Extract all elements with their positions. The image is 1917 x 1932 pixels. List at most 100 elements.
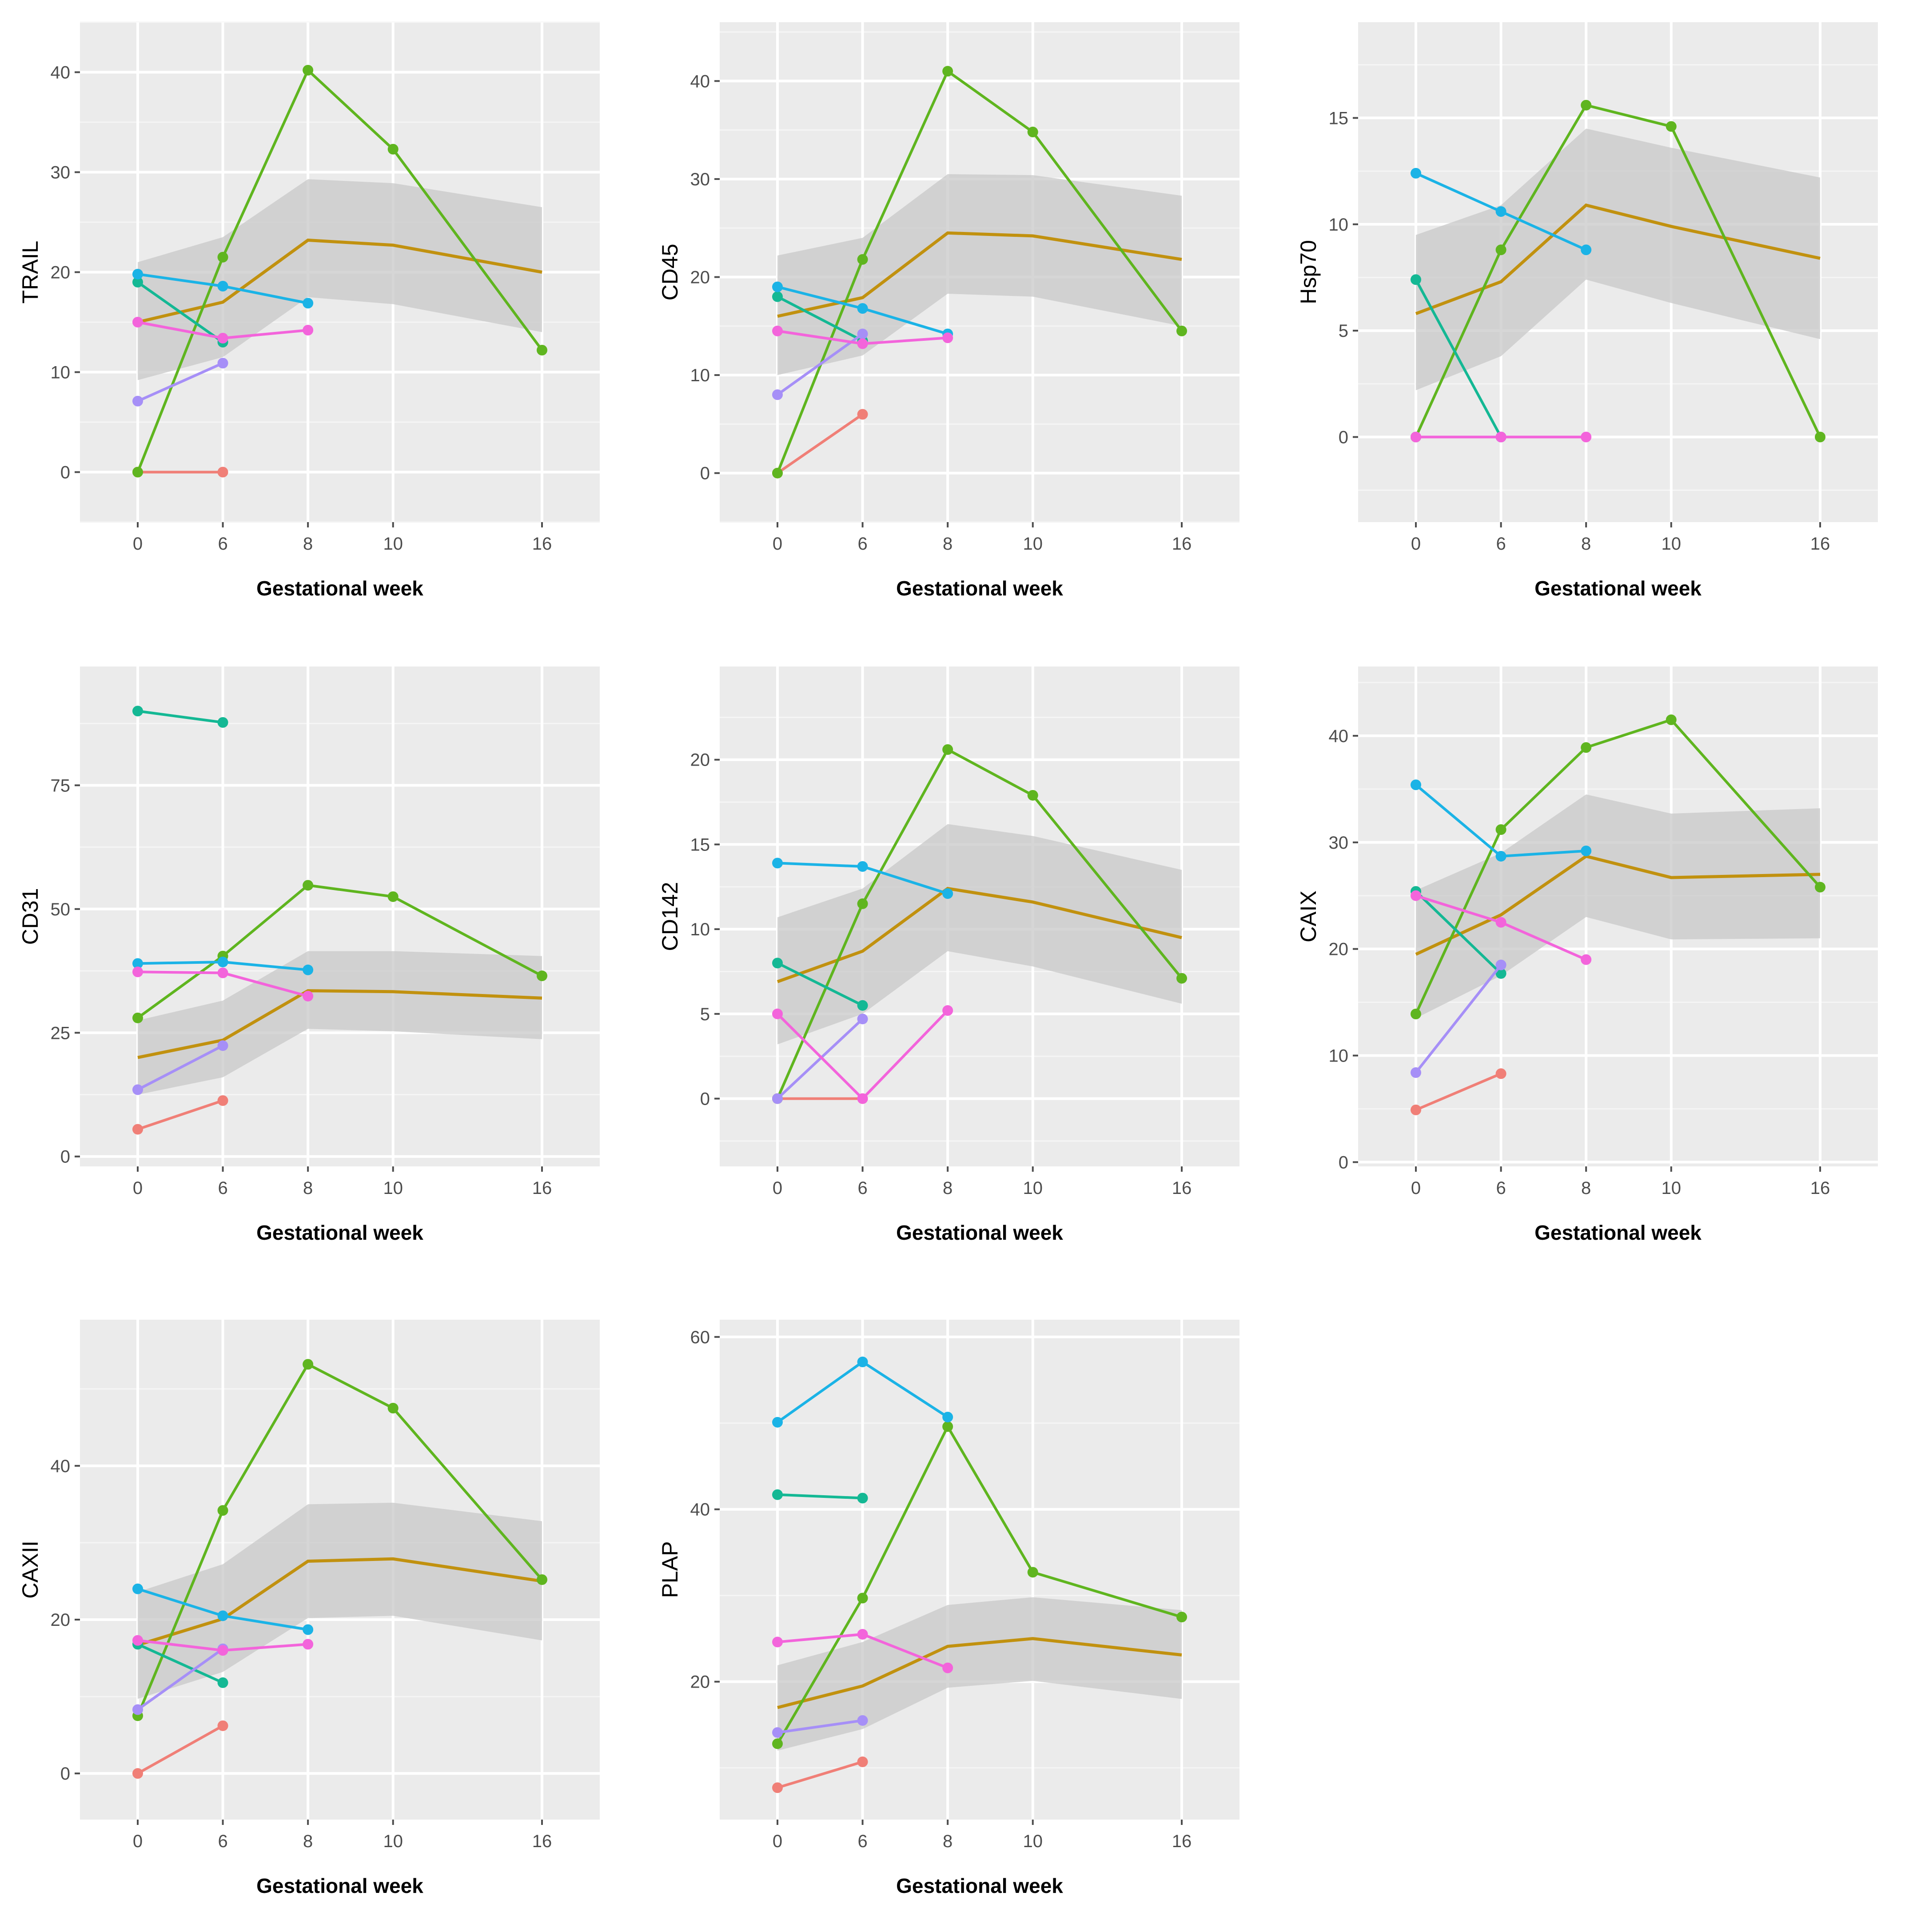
- caix-x-tick-label: 0: [1411, 1178, 1421, 1198]
- caix-x-axis-title: Gestational week: [1534, 1221, 1702, 1244]
- hsp70-x-tick-label: 10: [1661, 534, 1681, 554]
- cd142-x-tick-label: 8: [943, 1178, 953, 1198]
- cd45-mean-trend-line: [777, 231, 1182, 318]
- caix-patient-5-point: [1411, 1067, 1421, 1078]
- hsp70-patient-6-point: [1495, 431, 1506, 443]
- trail-x-axis-title: Gestational week: [256, 577, 423, 600]
- caix-x-tick-label: 8: [1581, 1178, 1591, 1198]
- plap-y-tick-label: 40: [690, 1500, 710, 1520]
- cd31-y-tick-label: 25: [51, 1023, 71, 1043]
- plap-patient-5-point: [857, 1715, 868, 1726]
- plap-patient-2-point: [1027, 1567, 1038, 1578]
- plap-patient-6-point: [857, 1629, 868, 1640]
- trail-x-tick-label: 16: [532, 534, 552, 554]
- hsp70-patient-2-point: [1666, 121, 1677, 132]
- hsp70-patient-2-point: [1581, 100, 1592, 111]
- cd45-x-tick-label: 6: [857, 534, 867, 554]
- caxii-x-tick-label: 0: [133, 1832, 143, 1851]
- chart-panel-cd142: 0 5 10 15 20 0 6 8 10 16 Gestational week CD142: [658, 667, 1239, 1244]
- plap-mean-trend-line: [777, 1637, 1182, 1709]
- caix-patient-6-point: [1411, 890, 1421, 901]
- cd45-x-tick-label: 0: [773, 534, 782, 554]
- cd31-patient-4-point: [303, 964, 314, 975]
- caix-patient-1-point: [1411, 1104, 1421, 1115]
- caxii-patient-4-point: [132, 1583, 143, 1594]
- trail-patient-4-point: [132, 269, 143, 279]
- plap-patient-2-point: [772, 1738, 783, 1749]
- cd31-patient-2-point: [537, 970, 547, 982]
- cd31-mean-trend-line: [137, 989, 542, 1059]
- cd45-y-tick-label: 20: [690, 268, 710, 287]
- caxii-patient-6-point: [132, 1635, 143, 1646]
- caix-y-tick-label: 30: [1329, 833, 1349, 853]
- cd142-x-tick-label: 10: [1023, 1178, 1043, 1198]
- plap-patient-1-point: [857, 1756, 868, 1768]
- cd45-patient-6-point: [772, 325, 783, 336]
- cd142-patient-5-line: [776, 1018, 864, 1100]
- cd31-patient-3-line: [137, 710, 223, 724]
- trail-y-tick-label: 30: [51, 163, 71, 183]
- cd45-patient-1-line: [777, 413, 864, 475]
- caxii-patient-6-point: [217, 1645, 228, 1656]
- trail-patient-6-point: [303, 325, 314, 335]
- cd31-y-tick-label: 0: [60, 1147, 70, 1167]
- trail-patient-1-point: [217, 467, 228, 478]
- caix-patient-6-point: [1495, 917, 1506, 928]
- plap-x-tick-label: 16: [1172, 1832, 1192, 1851]
- cd142-y-tick-label: 15: [690, 835, 710, 854]
- cd31-confidence-band: [138, 951, 542, 1095]
- caix-patient-5-line: [1415, 964, 1502, 1074]
- caix-patient-1-point: [1495, 1068, 1506, 1079]
- caix-patient-3-point: [1495, 968, 1506, 979]
- cd45-y-tick-label: 40: [690, 72, 710, 91]
- hsp70-y-axis-title: Hsp70: [1296, 240, 1321, 304]
- cd142-patient-6-point: [942, 1005, 953, 1016]
- cd142-patient-5-point: [772, 1093, 783, 1104]
- hsp70-patient-3-line: [1415, 279, 1503, 438]
- cd142-x-tick-label: 16: [1172, 1178, 1192, 1198]
- caix-patient-3-line: [1415, 890, 1502, 974]
- caxii-y-tick-label: 20: [51, 1610, 71, 1630]
- cd31-x-tick-label: 0: [133, 1178, 143, 1198]
- cd31-patient-1-point: [217, 1095, 228, 1106]
- caix-patient-4-point: [1411, 779, 1421, 790]
- cd31-x-tick-label: 10: [383, 1178, 403, 1198]
- caxii-x-tick-label: 10: [383, 1832, 403, 1851]
- cd142-patient-2-point: [1176, 973, 1187, 984]
- caix-y-tick-label: 40: [1329, 726, 1349, 746]
- caix-y-tick-label: 10: [1329, 1046, 1349, 1066]
- caix-patient-2-point: [1666, 714, 1677, 725]
- plap-patient-1-line: [777, 1760, 863, 1789]
- caix-y-tick-label: 0: [1339, 1153, 1348, 1172]
- plap-patient-6-point: [772, 1637, 783, 1648]
- chart-panel-trail: 0 10 20 30 40 0 6 8 10 16 Gestational week TRAIL: [18, 21, 600, 600]
- cd142-patient-6-point: [772, 1008, 783, 1019]
- plap-x-axis-title: Gestational week: [896, 1874, 1063, 1897]
- plap-patient-2-point: [942, 1421, 953, 1432]
- cd142-x-tick-label: 6: [857, 1178, 867, 1198]
- cd45-patient-1-point: [857, 409, 868, 420]
- plap-patient-3-point: [857, 1493, 868, 1504]
- cd45-patient-2-point: [857, 254, 868, 265]
- trail-patient-3-line: [137, 281, 224, 343]
- cd45-x-tick-label: 16: [1172, 534, 1192, 554]
- hsp70-patient-4-point: [1495, 206, 1506, 217]
- trail-patient-4-point: [217, 281, 228, 291]
- cd142-patient-2-point: [857, 898, 868, 909]
- hsp70-x-axis-title: Gestational week: [1534, 577, 1702, 600]
- caix-x-tick-label: 10: [1661, 1178, 1681, 1198]
- cd31-patient-5-point: [132, 1084, 143, 1095]
- cd31-x-tick-label: 8: [303, 1178, 313, 1198]
- caxii-patient-4-point: [217, 1610, 228, 1621]
- hsp70-patient-2-point: [1815, 431, 1825, 443]
- caxii-patient-6-point: [303, 1639, 314, 1650]
- cd142-patient-5-point: [857, 1014, 868, 1025]
- caxii-patient-5-line: [137, 1648, 224, 1711]
- hsp70-y-tick-label: 5: [1339, 321, 1348, 341]
- plap-patient-3-line: [777, 1493, 863, 1500]
- caxii-x-tick-label: 8: [303, 1832, 313, 1851]
- cd31-y-tick-label: 75: [51, 776, 71, 795]
- hsp70-patient-4-point: [1411, 168, 1421, 179]
- caxii-y-tick-label: 0: [60, 1764, 70, 1784]
- caix-patient-1-line: [1415, 1072, 1502, 1111]
